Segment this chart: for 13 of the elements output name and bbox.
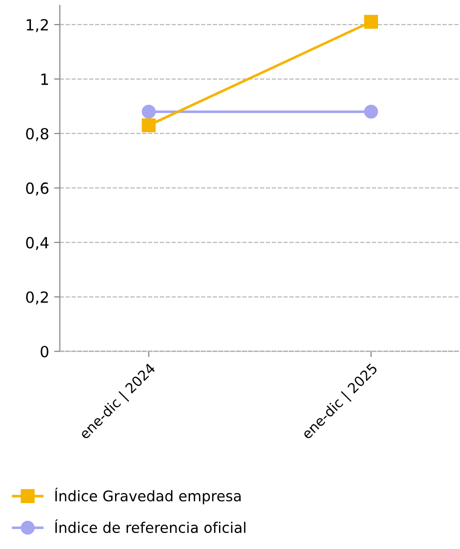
point [364, 14, 378, 29]
y-tick-label: 0 [40, 346, 48, 358]
y-tick-label: 1,2 [26, 19, 48, 32]
point [364, 104, 378, 119]
y-tick-label: 0,4 [26, 236, 49, 250]
y-tick-label: 0,6 [26, 182, 48, 196]
point [142, 118, 156, 132]
y-tick-label: 1 [41, 74, 48, 85]
y-tick-label: 0,8 [26, 128, 48, 142]
legend-label: Índice de referencia oficial [55, 519, 246, 534]
legend-label: Índice Gravedad empresa [55, 488, 241, 504]
point [142, 104, 156, 119]
y-tick-label: 0,2 [26, 291, 48, 304]
